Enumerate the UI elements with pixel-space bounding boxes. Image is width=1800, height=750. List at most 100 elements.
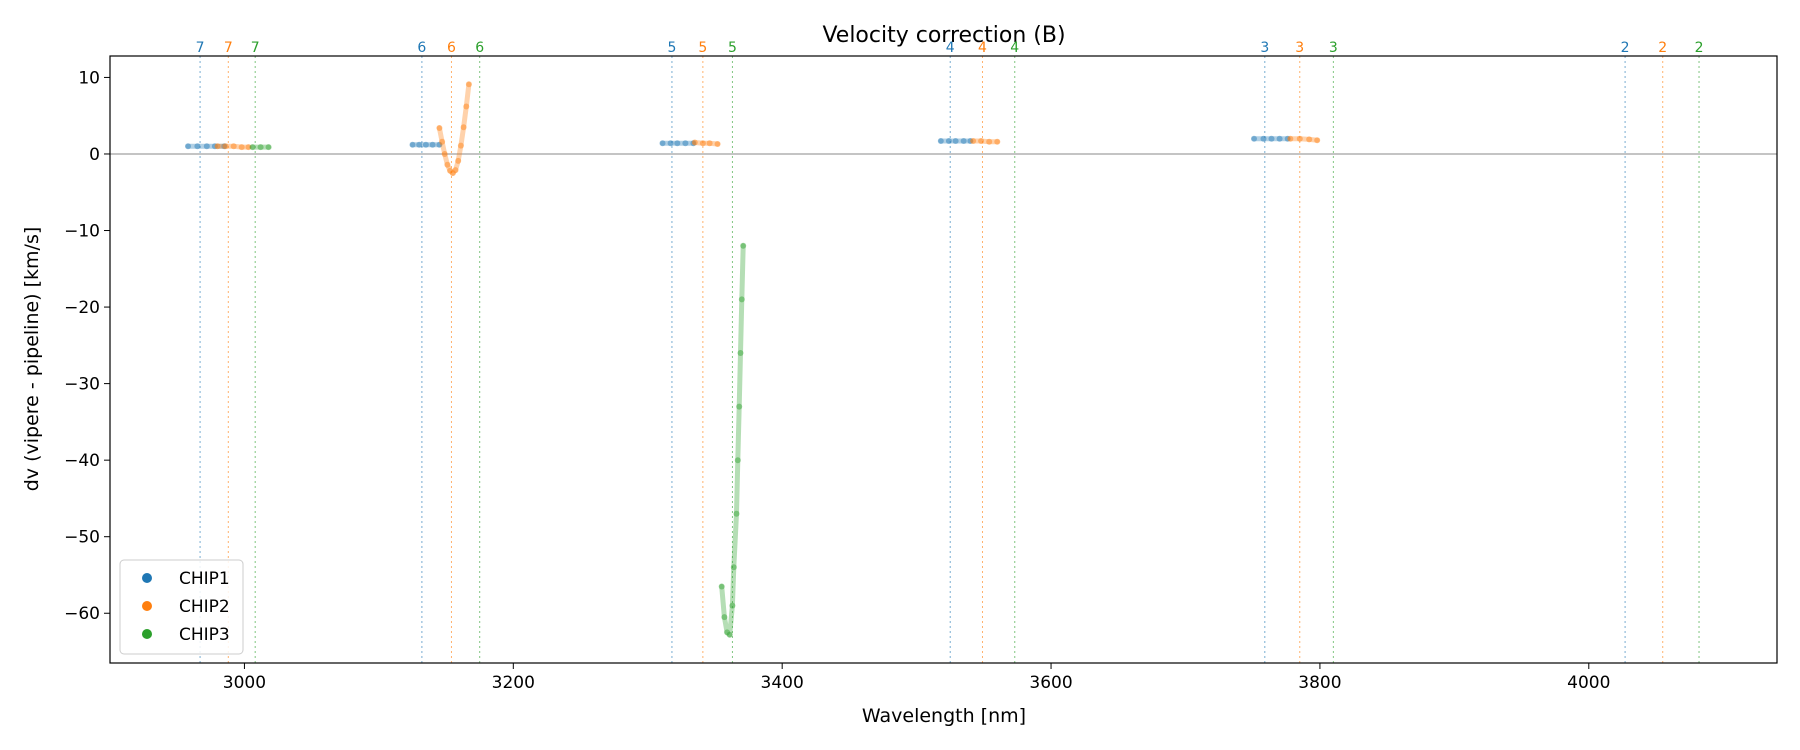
data-point: [1251, 135, 1257, 142]
data-point: [221, 143, 228, 150]
data-point: [738, 296, 745, 303]
x-tick-label: 3200: [492, 673, 535, 693]
order-label: 2: [1695, 40, 1704, 56]
data-point: [185, 143, 191, 150]
y-tick-label: −20: [64, 298, 100, 318]
data-point: [960, 138, 967, 144]
legend-marker-chip3: [142, 629, 152, 639]
chart-title: Velocity correction (B): [822, 23, 1065, 48]
data-point: [449, 170, 456, 177]
data-point: [1287, 135, 1294, 142]
plot-frame: [109, 55, 1778, 664]
y-axis-label: dv (vipere - pipeline) [km/s]: [21, 227, 43, 492]
order-label: 5: [667, 40, 676, 56]
data-point: [257, 144, 264, 151]
data-point: [222, 143, 229, 150]
order-markers: 7 7 7 6 6 6 5 5 5 4 4 4 3 3 3 2 2 2: [196, 40, 1704, 663]
data-point: [994, 138, 1001, 145]
order-label: 4: [1010, 40, 1019, 56]
y-tick-label: 0: [89, 145, 100, 165]
data-point: [444, 161, 451, 168]
data-point: [230, 143, 237, 150]
data-point: [1314, 137, 1321, 144]
series-trace: [970, 138, 1000, 145]
data-point: [699, 140, 706, 147]
x-axis-ticks: 3000 3200 3400 3600 3800 4000: [223, 663, 1610, 693]
data-point: [667, 140, 674, 147]
data-point: [986, 138, 993, 145]
data-point: [1260, 135, 1267, 142]
series-chip2: [214, 81, 1321, 177]
series-trace: [215, 143, 251, 150]
series-chip3: [249, 144, 747, 638]
data-point: [726, 631, 733, 638]
x-tick-label: 3600: [1029, 673, 1072, 693]
data-point: [238, 144, 245, 151]
order-label: 7: [224, 40, 233, 56]
data-point: [447, 167, 454, 174]
data-point: [729, 602, 736, 609]
y-tick-label: −30: [64, 375, 100, 395]
order-label: 2: [1621, 40, 1630, 56]
data-points: [185, 81, 1321, 638]
data-point: [436, 125, 443, 131]
data-point: [730, 564, 737, 571]
order-label: 4: [946, 40, 955, 56]
legend-label-chip1: CHIP1: [179, 569, 230, 589]
data-point: [211, 143, 218, 150]
data-point: [441, 151, 448, 157]
data-point: [724, 629, 731, 636]
data-point: [436, 141, 443, 148]
data-point: [718, 583, 725, 590]
data-point: [452, 167, 459, 174]
data-point: [659, 140, 666, 147]
data-point: [706, 140, 713, 147]
order-label: 3: [1329, 40, 1338, 56]
x-tick-label: 3800: [1298, 673, 1341, 693]
order-label: 5: [698, 40, 707, 56]
data-point: [740, 242, 747, 249]
order-label: 3: [1295, 40, 1304, 56]
x-axis-label: Wavelength [nm]: [862, 705, 1026, 727]
data-point: [691, 139, 698, 146]
order-label: 6: [417, 40, 426, 56]
data-point: [674, 140, 681, 147]
series-trace: [436, 81, 472, 176]
data-point: [714, 141, 721, 147]
data-point: [416, 141, 423, 148]
legend-marker-chip2: [142, 601, 152, 611]
data-point: [203, 143, 210, 150]
data-point: [1268, 135, 1275, 142]
data-point: [952, 138, 959, 144]
data-point: [970, 138, 977, 144]
data-point: [265, 144, 272, 151]
data-point: [967, 138, 974, 144]
data-point: [214, 143, 221, 150]
data-point: [249, 144, 256, 151]
order-label: 6: [475, 40, 484, 56]
data-point: [737, 350, 744, 356]
x-tick-label: 4000: [1567, 673, 1610, 693]
data-point: [455, 157, 462, 164]
legend-label-chip3: CHIP3: [179, 625, 230, 645]
data-point: [439, 138, 446, 145]
legend-label-chip2: CHIP2: [179, 597, 230, 617]
series-trace: [692, 140, 721, 147]
data-point: [945, 138, 952, 144]
data-point: [457, 142, 464, 149]
data-point: [736, 403, 743, 410]
order-label: 2: [1658, 40, 1667, 56]
y-tick-label: −50: [64, 528, 100, 548]
y-tick-label: 10: [78, 68, 100, 88]
data-point: [937, 138, 944, 144]
order-label: 6: [447, 40, 456, 56]
legend: CHIP1 CHIP2 CHIP3: [119, 559, 244, 655]
data-point: [465, 81, 472, 88]
data-point: [1284, 135, 1291, 142]
data-point: [978, 138, 985, 144]
y-tick-label: −60: [64, 604, 100, 624]
data-point: [1306, 136, 1313, 143]
data-point: [422, 141, 429, 148]
data-point: [733, 510, 740, 517]
